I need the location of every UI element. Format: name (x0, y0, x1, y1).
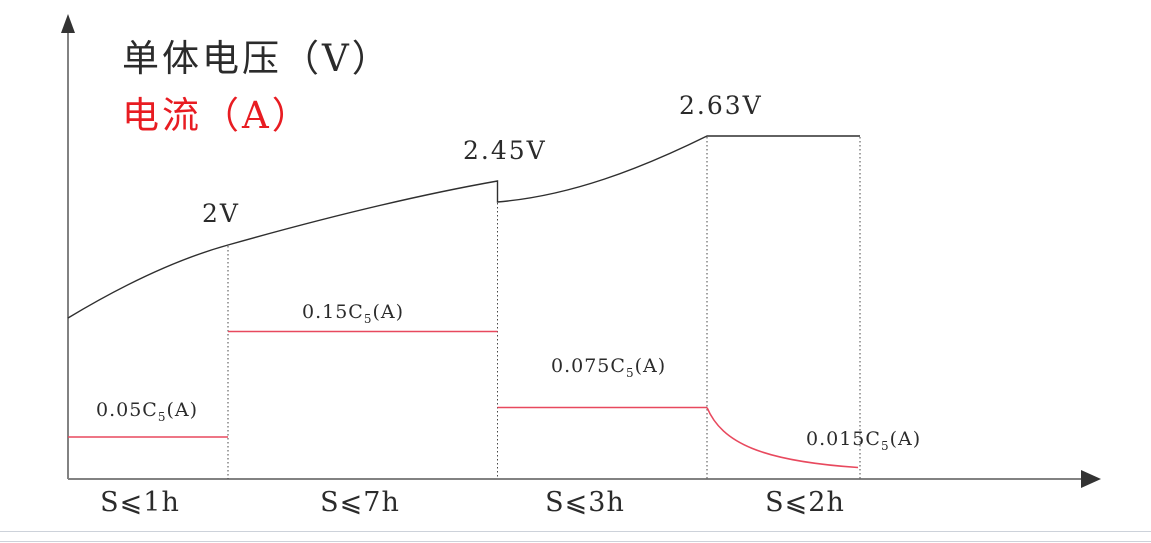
voltage-marker-245v: 2.45V (463, 136, 547, 165)
x-axis-stage-label-3: S⩽3h (545, 487, 625, 518)
x-axis-stage-label-4: S⩽2h (765, 487, 845, 518)
current-level-label-2: 0.15C5(A) (302, 301, 405, 325)
current-level-value: 0.05C (96, 399, 158, 421)
current-decay-curve (706, 407, 859, 469)
current-level-unit: (A) (166, 399, 199, 421)
legend-current-label: 电流（A） (122, 94, 312, 137)
current-level-subscript: 5 (363, 311, 373, 326)
current-level-unit: (A) (889, 428, 922, 450)
current-level-value: 0.015C (806, 428, 881, 450)
bottom-divider-line-lower (0, 541, 1151, 542)
current-level-subscript: 5 (625, 365, 635, 380)
x-axis-arrowhead-icon (1081, 470, 1101, 488)
current-level-value: 0.15C (302, 301, 364, 323)
current-level-label-4: 0.015C5(A) (806, 428, 922, 452)
current-level-subscript: 5 (157, 409, 167, 424)
voltage-marker-263v: 2.63V (679, 91, 763, 120)
current-level-label-3: 0.075C5(A) (551, 355, 667, 379)
x-axis-stage-label-2: S⩽7h (320, 487, 400, 518)
current-level-unit: (A) (634, 355, 667, 377)
current-level-subscript: 5 (880, 438, 890, 453)
y-axis-arrowhead-icon (61, 14, 75, 33)
current-level-value: 0.075C (551, 355, 626, 377)
x-axis-stage-label-1: S⩽1h (100, 487, 180, 518)
legend-voltage-label: 单体电压（V） (122, 37, 392, 80)
voltage-curve (67, 135, 860, 319)
voltage-marker-2v: 2V (202, 199, 240, 228)
bottom-divider-line-upper (0, 531, 1151, 532)
current-level-unit: (A) (372, 301, 405, 323)
current-level-label-1: 0.05C5(A) (96, 399, 199, 423)
